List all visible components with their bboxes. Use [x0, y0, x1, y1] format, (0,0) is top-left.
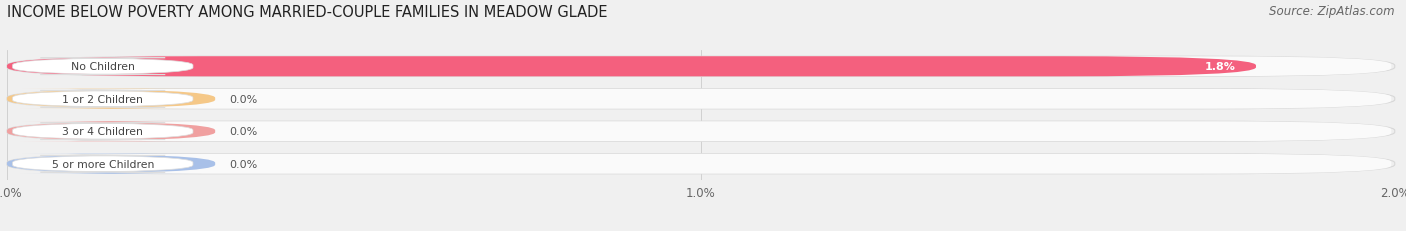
FancyBboxPatch shape — [10, 89, 1392, 109]
Text: Source: ZipAtlas.com: Source: ZipAtlas.com — [1270, 5, 1395, 18]
FancyBboxPatch shape — [7, 154, 215, 174]
Text: 5 or more Children: 5 or more Children — [52, 159, 155, 169]
Text: 1.8%: 1.8% — [1205, 62, 1234, 72]
FancyBboxPatch shape — [13, 91, 193, 108]
FancyBboxPatch shape — [10, 154, 1392, 174]
Text: 1 or 2 Children: 1 or 2 Children — [62, 94, 143, 104]
Text: 0.0%: 0.0% — [229, 127, 257, 137]
Text: INCOME BELOW POVERTY AMONG MARRIED-COUPLE FAMILIES IN MEADOW GLADE: INCOME BELOW POVERTY AMONG MARRIED-COUPL… — [7, 5, 607, 20]
FancyBboxPatch shape — [10, 57, 1392, 77]
FancyBboxPatch shape — [7, 122, 215, 142]
FancyBboxPatch shape — [7, 89, 1395, 109]
FancyBboxPatch shape — [13, 123, 193, 140]
Text: 3 or 4 Children: 3 or 4 Children — [62, 127, 143, 137]
Text: 0.0%: 0.0% — [229, 159, 257, 169]
FancyBboxPatch shape — [7, 154, 1395, 174]
FancyBboxPatch shape — [7, 89, 215, 109]
FancyBboxPatch shape — [7, 57, 1395, 77]
FancyBboxPatch shape — [13, 59, 193, 75]
Text: No Children: No Children — [70, 62, 135, 72]
FancyBboxPatch shape — [7, 57, 1256, 77]
FancyBboxPatch shape — [10, 122, 1392, 142]
FancyBboxPatch shape — [13, 156, 193, 172]
Text: 0.0%: 0.0% — [229, 94, 257, 104]
FancyBboxPatch shape — [7, 122, 1395, 142]
